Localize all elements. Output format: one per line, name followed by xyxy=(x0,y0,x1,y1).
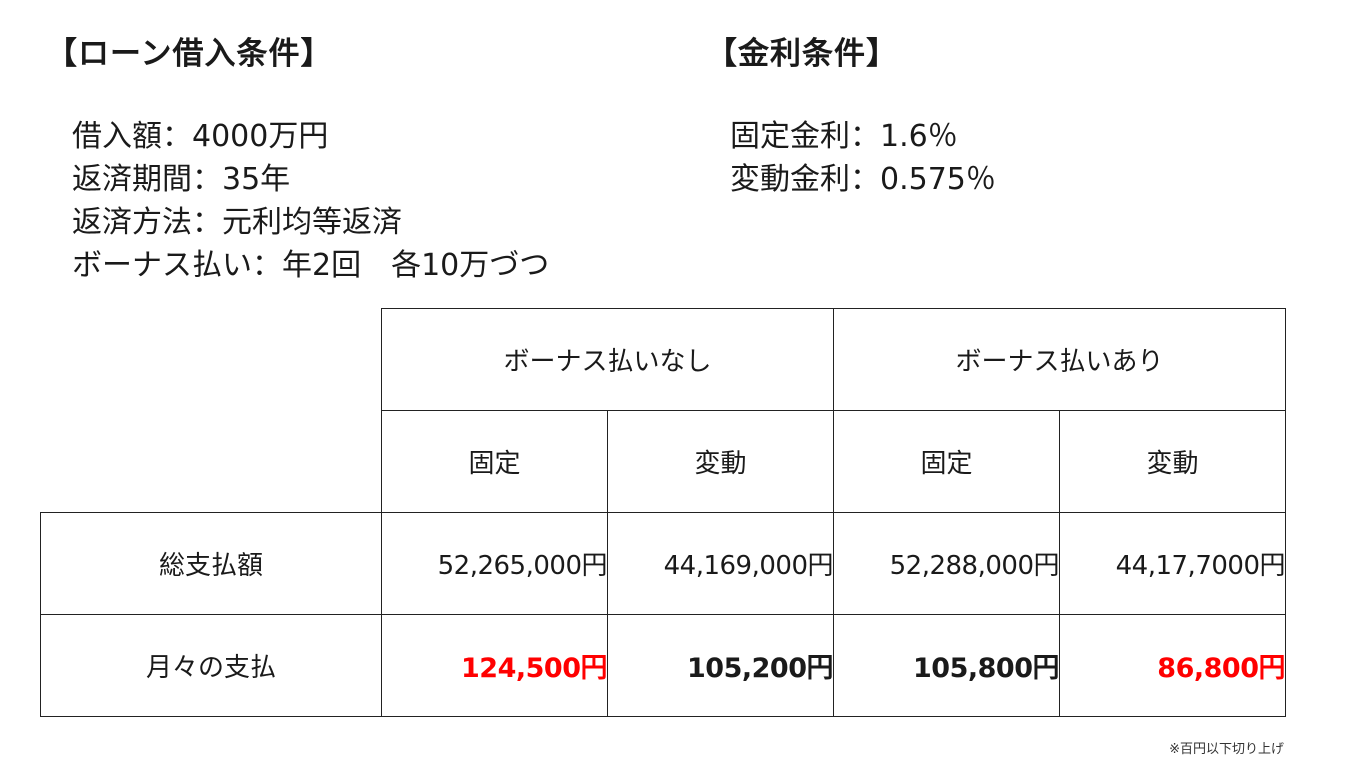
monthly-payment-bonus-fixed: 105,800円 xyxy=(833,614,1060,717)
rate-conditions-heading: 【金利条件】 xyxy=(706,36,898,72)
rate-conditions-list: 固定金利：1.6％ 変動金利：0.575％ xyxy=(730,115,996,201)
group-header-row: ボーナス払いなし ボーナス払いあり xyxy=(41,308,1286,411)
repayment-method-line: 返済方法：元利均等返済 xyxy=(72,205,402,240)
payment-comparison-table: ボーナス払いなし ボーナス払いあり 固定 変動 固定 変動 総支払額 52,26… xyxy=(40,308,1286,717)
monthly-payment-no-bonus-fixed: 124,500円 xyxy=(381,614,608,717)
rounding-footnote: ※百円以下切り上げ xyxy=(1169,742,1284,757)
sub-header-row: 固定 変動 固定 変動 xyxy=(41,410,1286,513)
total-payment-no-bonus-fixed: 52,265,000円 xyxy=(381,512,608,615)
group-header-with-bonus: ボーナス払いあり xyxy=(833,308,1286,411)
total-payment-no-bonus-variable: 44,169,000円 xyxy=(607,512,834,615)
sub-header-variable: 変動 xyxy=(1059,410,1286,513)
sub-header-variable: 変動 xyxy=(607,410,834,513)
total-payment-bonus-variable: 44,17,7000円 xyxy=(1059,512,1286,615)
variable-rate-line: 変動金利：0.575％ xyxy=(730,162,996,197)
corner-cell xyxy=(41,309,382,411)
group-header-no-bonus: ボーナス払いなし xyxy=(381,308,834,411)
monthly-payment-no-bonus-variable: 105,200円 xyxy=(607,614,834,717)
bonus-payment-line: ボーナス払い：年2回 各10万づつ xyxy=(72,248,550,283)
corner-cell xyxy=(41,411,382,513)
sub-header-fixed: 固定 xyxy=(833,410,1060,513)
sub-header-fixed: 固定 xyxy=(381,410,608,513)
row-label-total-payment: 総支払額 xyxy=(40,512,382,615)
loan-conditions-heading: 【ローン借入条件】 xyxy=(46,36,333,72)
fixed-rate-line: 固定金利：1.6％ xyxy=(730,119,958,154)
loan-amount-line: 借入額：4000万円 xyxy=(72,119,329,154)
row-label-monthly-payment: 月々の支払 xyxy=(40,614,382,717)
monthly-payment-bonus-variable: 86,800円 xyxy=(1059,614,1286,717)
loan-conditions-list: 借入額：4000万円 返済期間：35年 返済方法：元利均等返済 ボーナス払い：年… xyxy=(72,115,549,287)
table-row-monthly-payment: 月々の支払 124,500円 105,200円 105,800円 86,800円 xyxy=(40,614,1286,717)
total-payment-bonus-fixed: 52,288,000円 xyxy=(833,512,1060,615)
table-row-total-payment: 総支払額 52,265,000円 44,169,000円 52,288,000円… xyxy=(40,512,1286,615)
repayment-period-line: 返済期間：35年 xyxy=(72,162,291,197)
